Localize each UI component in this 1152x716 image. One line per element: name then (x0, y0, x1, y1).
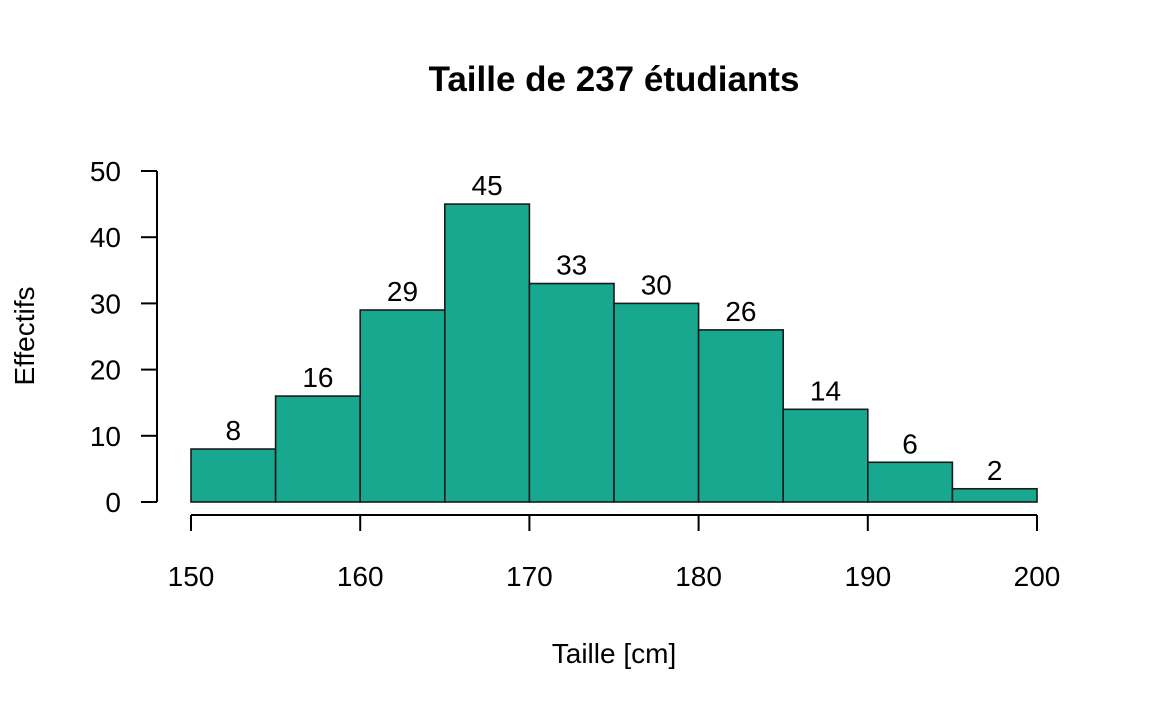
data-label-175-180: 30 (641, 269, 672, 300)
bar-165-170 (443, 203, 531, 503)
data-label-195-200: 2 (987, 455, 1003, 486)
data-label-160-165: 29 (387, 276, 418, 307)
bar-150-155 (190, 448, 277, 503)
y-axis-title: Effectifs (9, 286, 40, 385)
data-label-190-195: 6 (902, 428, 918, 459)
y-tick-label-20: 20 (90, 355, 121, 386)
y-tick-label-10: 10 (90, 421, 121, 452)
bar-195-200 (951, 487, 1038, 503)
x-axis-title: Taille [cm] (552, 638, 676, 669)
y-tick-label-0: 0 (105, 487, 121, 518)
bar-190-195 (866, 461, 954, 503)
data-label-185-190: 14 (810, 375, 841, 406)
bar-170-175 (528, 282, 615, 503)
x-tick-label-190: 190 (844, 561, 891, 592)
x-tick-label-170: 170 (506, 561, 553, 592)
chart-title: Taille de 237 étudiants (429, 60, 800, 99)
bars-group (190, 203, 1038, 503)
bar-175-180 (613, 302, 700, 503)
x-tick-label-200: 200 (1014, 561, 1061, 592)
data-label-180-185: 26 (725, 296, 756, 327)
data-label-165-170: 45 (472, 170, 503, 201)
x-tick-label-150: 150 (168, 561, 215, 592)
bar-185-190 (782, 408, 869, 503)
y-tick-label-40: 40 (90, 222, 121, 253)
data-labels-group: 8 16 29 45 33 30 26 14 6 2 (226, 170, 1003, 486)
bar-180-185 (697, 329, 784, 503)
y-tick-label-30: 30 (90, 288, 121, 319)
bar-155-160 (274, 395, 362, 503)
x-tick-label-160: 160 (337, 561, 384, 592)
x-tick-label-180: 180 (675, 561, 722, 592)
x-axis: 150 160 170 180 190 200 (168, 514, 1061, 592)
y-axis: 0 10 20 30 40 50 (90, 156, 158, 518)
y-tick-label-50: 50 (90, 156, 121, 187)
data-label-155-160: 16 (302, 362, 333, 393)
data-label-150-155: 8 (226, 415, 242, 446)
bar-160-165 (359, 309, 446, 503)
data-label-170-175: 33 (556, 250, 587, 281)
